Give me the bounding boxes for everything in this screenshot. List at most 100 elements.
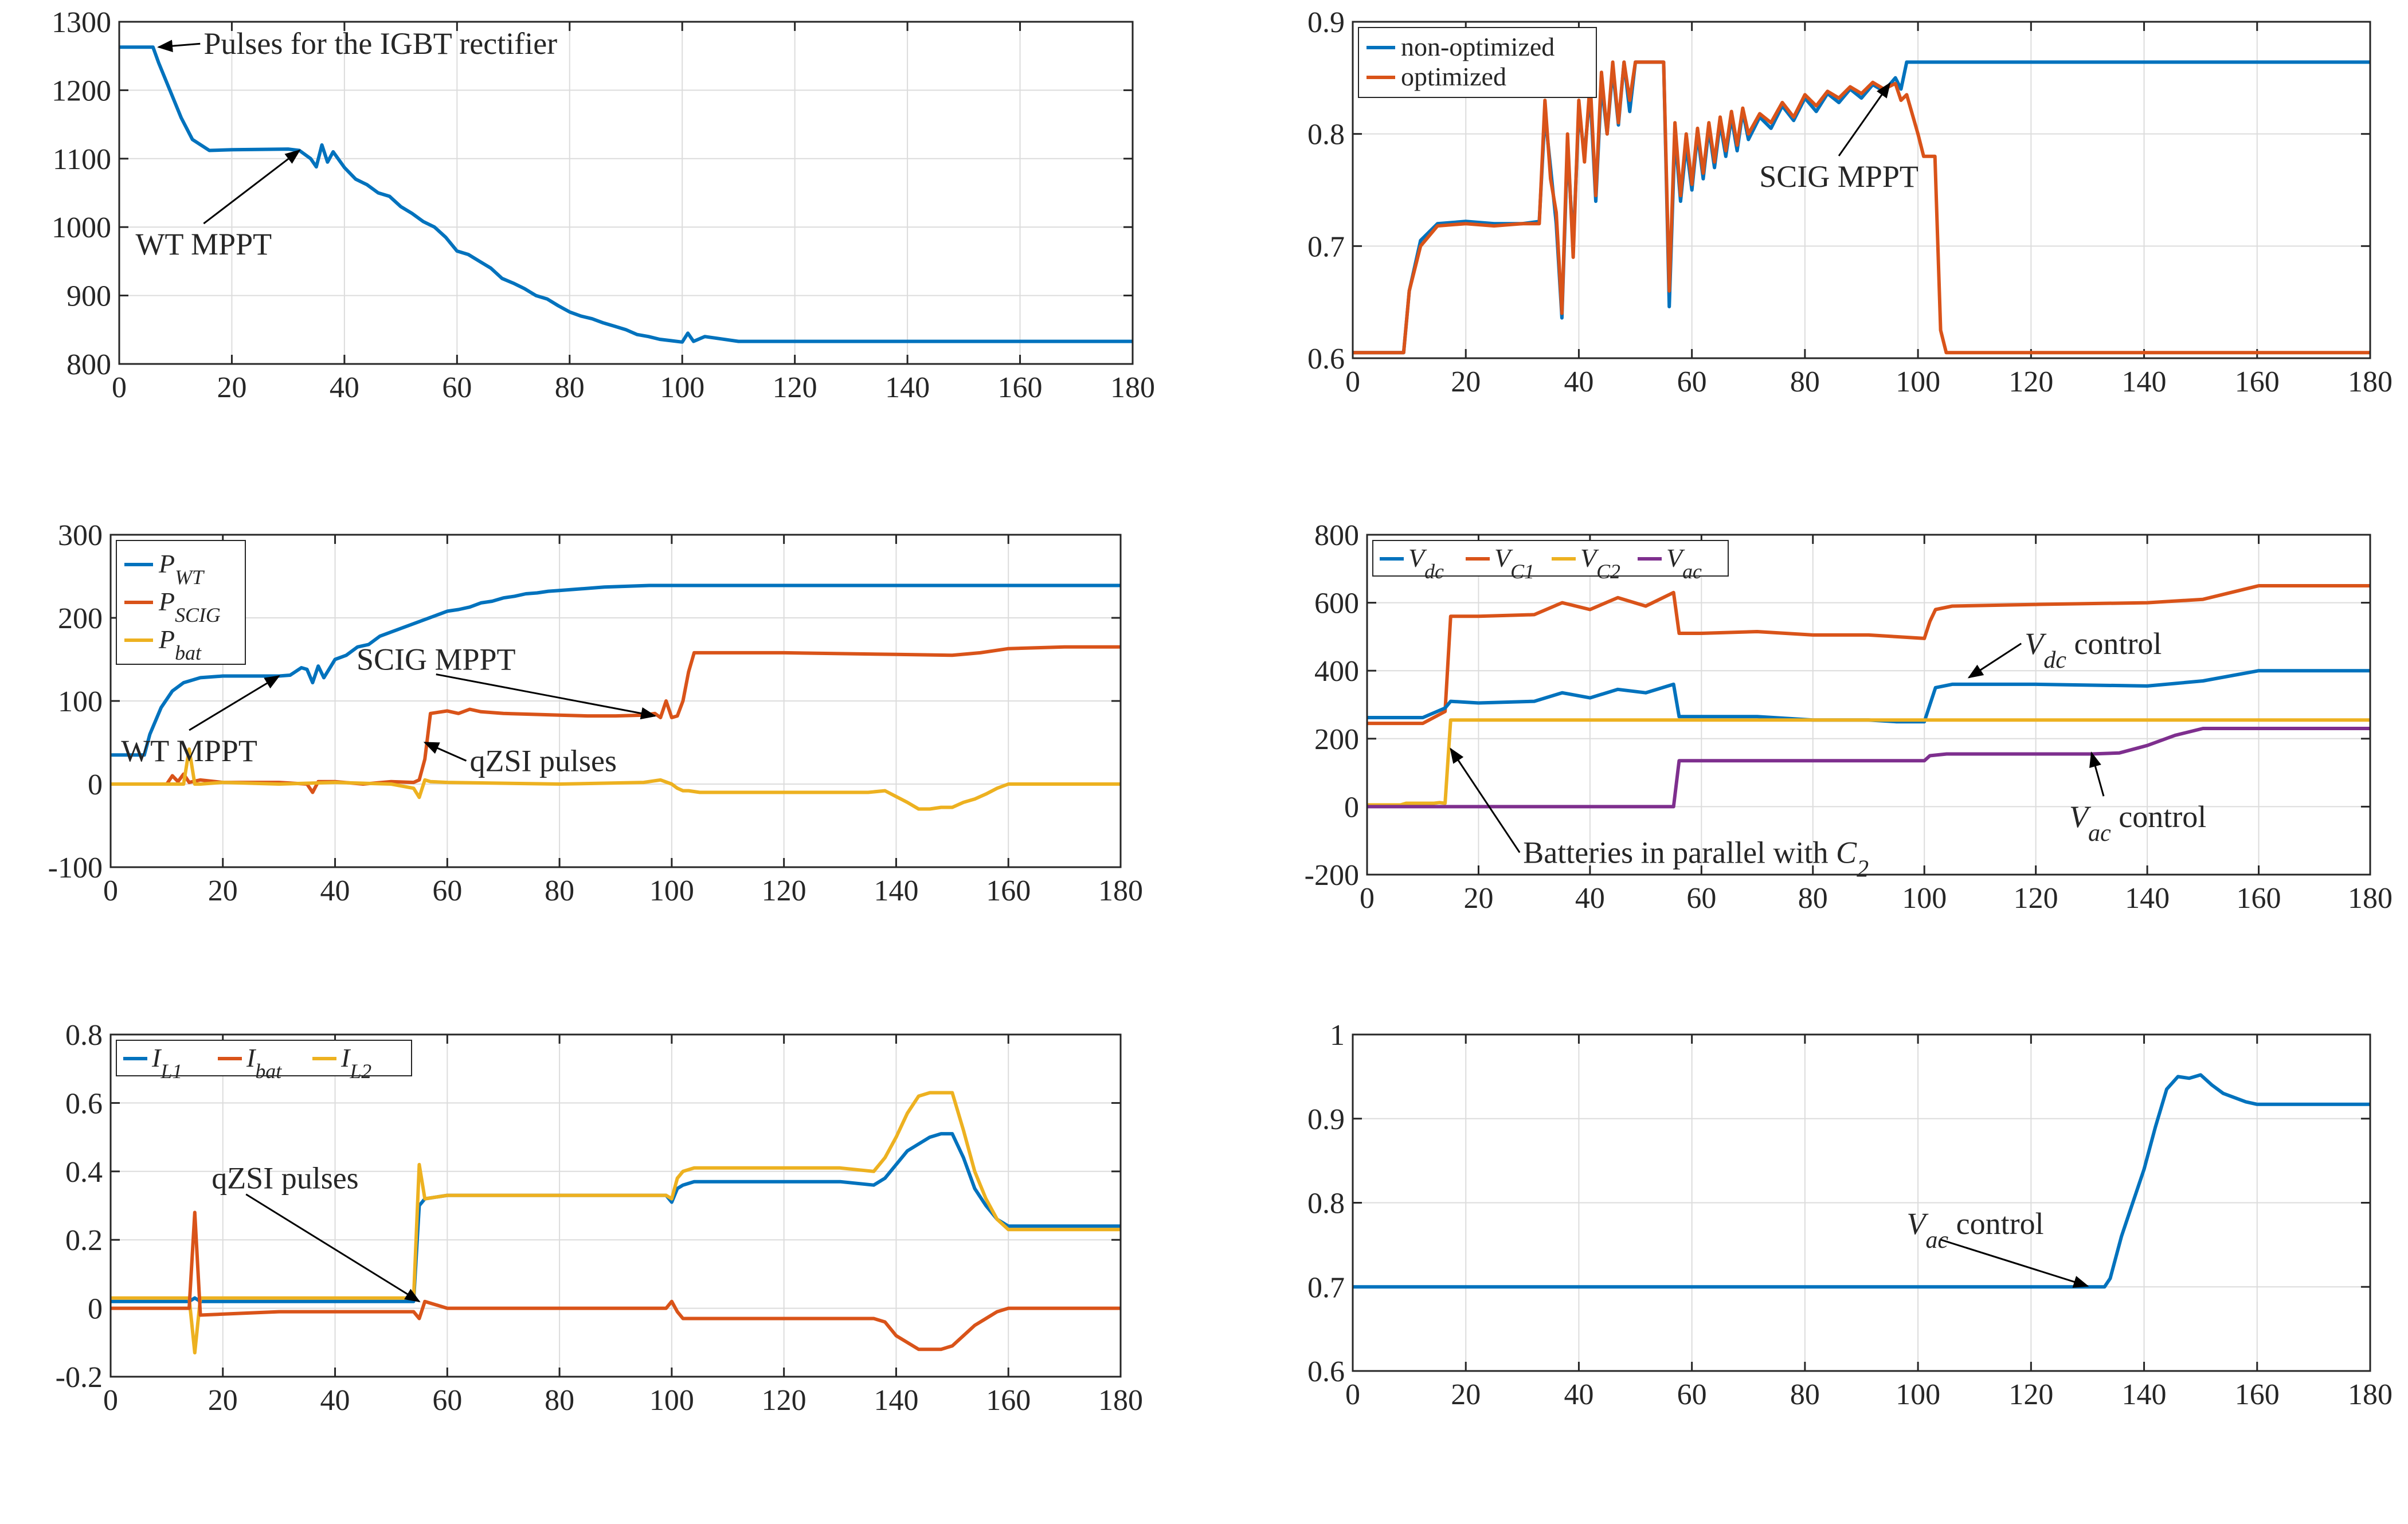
panel-a: 0 20 40 60 80 100 120 140 160 180 800 900 1000 1100 12…	[52, 6, 1155, 404]
x-tick-label: 40	[320, 875, 350, 907]
x-tick-label: 180	[1098, 1384, 1143, 1417]
x-tick-label: 0	[103, 875, 118, 907]
legend-label: IL1	[151, 1043, 182, 1083]
y-tick-label: 800	[66, 348, 111, 381]
plot-area	[111, 1035, 1121, 1377]
x-tick-label: 60	[1686, 882, 1716, 915]
series-line-p-wt	[111, 583, 1121, 757]
x-tick-label: 140	[2125, 882, 2170, 915]
series-line-i-l2	[111, 1091, 1121, 1355]
x-tick-label: 80	[1790, 1378, 1820, 1411]
y-tick-label: 0.7	[1307, 1271, 1345, 1304]
annotation-arrow	[203, 149, 301, 225]
y-tick-label: 200	[58, 602, 103, 635]
y-tick-label: 0	[88, 769, 103, 801]
series-line-v-c1	[1367, 584, 2370, 726]
x-tick-label: 180	[2348, 366, 2393, 398]
annotation-label: WT MPPT	[121, 734, 257, 768]
x-tick-label: 0	[112, 371, 127, 404]
annotation-label: WT MPPT	[136, 227, 272, 261]
x-tick-label: 60	[432, 875, 462, 907]
x-tick-label: 140	[874, 1384, 918, 1417]
x-tick-label: 160	[986, 875, 1031, 907]
y-tick-label: 0.9	[1307, 1103, 1345, 1136]
legend-label: Pbat	[158, 625, 202, 664]
plot-area	[1367, 535, 2370, 875]
legend-label: Vac	[1666, 543, 1702, 583]
legend-label: Vdc	[1408, 543, 1444, 583]
annotation-label: qZSI pulses	[469, 743, 617, 778]
annotation-arrow	[436, 673, 657, 720]
x-tick-label: 20	[217, 371, 246, 404]
legend: IL1 Ibat IL2	[116, 1040, 412, 1083]
x-tick-label: 160	[2235, 1378, 2280, 1411]
annotation-label: SCIG MPPT	[1759, 159, 1918, 194]
x-tick-label: 60	[432, 1384, 462, 1417]
x-tick-label: 40	[1575, 882, 1605, 915]
annotation-arrow	[245, 1193, 421, 1303]
y-tick-label: 1000	[52, 211, 111, 244]
annotation-arrow	[157, 40, 201, 52]
x-tick-label: 80	[545, 1384, 574, 1417]
annotation-arrow	[423, 742, 467, 762]
y-tick-label: 0.4	[65, 1156, 103, 1189]
x-tick-label: 180	[2348, 882, 2393, 915]
x-tick-label: 140	[2122, 366, 2167, 398]
x-tick-label: 20	[1451, 366, 1481, 398]
x-tick-label: 60	[442, 371, 472, 404]
x-tick-label: 140	[2122, 1378, 2167, 1411]
annotation-label: Vac control	[1906, 1206, 2043, 1253]
y-tick-label: 0.6	[65, 1087, 103, 1120]
legend-label: PWT	[158, 549, 205, 589]
legend-label: VC1	[1494, 543, 1534, 583]
legend: Vdc VC1 VC2 Vac	[1372, 540, 1729, 583]
y-tick-label: 1300	[52, 6, 111, 39]
x-tick-label: 180	[1098, 875, 1143, 907]
x-tick-label: 80	[1798, 882, 1828, 915]
panel-d: 0 20 40 60 80 100 120 140 160 180-200020040060080…	[1305, 519, 2393, 915]
y-tick-label: 800	[1314, 519, 1359, 552]
x-tick-label: 0	[1345, 366, 1360, 398]
x-tick-label: 40	[330, 371, 359, 404]
annotation-arrow	[1940, 1239, 2089, 1288]
panel-b: 0 20 40 60 80 100 120 140 160 180 0.6 0.7 0.8 0.9 non-…	[1307, 6, 2393, 398]
x-tick-label: 100	[1902, 882, 1947, 915]
annotation-arrow	[1967, 642, 2022, 679]
y-tick-label: 1200	[52, 75, 111, 107]
y-tick-label: 0.6	[1307, 1355, 1345, 1388]
x-tick-label: 180	[2348, 1378, 2393, 1411]
x-tick-label: 80	[555, 371, 585, 404]
legend-box	[116, 1040, 412, 1076]
y-tick-label: 600	[1314, 587, 1359, 620]
y-tick-label: 1100	[53, 143, 111, 176]
series-line-optimized	[1353, 60, 2370, 355]
legend-label: optimized	[1401, 62, 1506, 91]
x-tick-label: 40	[1564, 366, 1593, 398]
plot-area	[119, 22, 1133, 364]
y-tick-label: 1	[1330, 1019, 1345, 1052]
x-tick-label: 160	[2237, 882, 2281, 915]
x-tick-label: 100	[649, 875, 694, 907]
y-tick-label: 0.2	[65, 1224, 103, 1257]
x-tick-label: 180	[1110, 371, 1155, 404]
x-tick-label: 0	[1345, 1378, 1360, 1411]
y-tick-label: 400	[1314, 655, 1359, 688]
x-tick-label: 20	[1463, 882, 1493, 915]
annotation-arrow	[1450, 747, 1521, 853]
x-tick-label: 140	[874, 875, 918, 907]
y-tick-label: 0	[88, 1293, 103, 1326]
y-tick-label: 200	[1314, 723, 1359, 756]
annotation-label: Batteries in parallel with C2	[1523, 835, 1869, 882]
x-tick-label: 160	[986, 1384, 1031, 1417]
x-tick-label: 0	[103, 1384, 118, 1417]
x-tick-label: 140	[885, 371, 930, 404]
annotation-label: Pulses for the IGBT rectifier	[203, 26, 557, 61]
y-tick-label: 0	[1344, 791, 1359, 824]
y-tick-label: 900	[66, 280, 111, 313]
annotation-arrow	[189, 675, 280, 731]
annotation-label: Vac control	[2069, 800, 2206, 847]
y-tick-label: 0.8	[1307, 1188, 1345, 1220]
x-tick-label: 100	[649, 1384, 694, 1417]
x-tick-label: 120	[773, 371, 817, 404]
